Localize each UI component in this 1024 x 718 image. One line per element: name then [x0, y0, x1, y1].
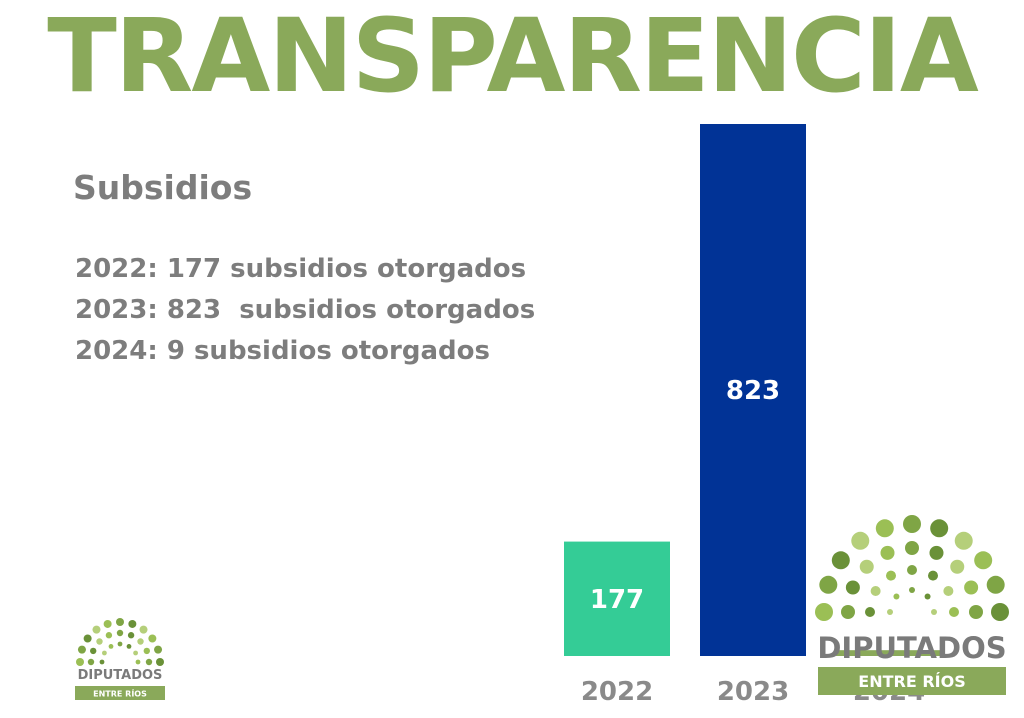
logo-name-small: DIPUTADOS: [78, 668, 163, 683]
logo-dots-icon: [76, 618, 164, 666]
data-label-2023: 823: [726, 376, 780, 406]
diputados-logo-small: DIPUTADOS ENTRE RÍOS: [75, 618, 165, 700]
logo-dots-icon: [815, 515, 1009, 621]
section-title: Subsidios: [73, 168, 253, 207]
data-label-2022: 177: [590, 585, 644, 615]
stat-line-2022: 2022: 177 subsidios otorgados: [75, 254, 527, 284]
x-tick-label-2023: 2023: [717, 677, 789, 707]
diputados-logo-large: DIPUTADOS ENTRE RÍOS: [815, 515, 1009, 695]
logo-name-large: DIPUTADOS: [817, 631, 1006, 665]
stat-line-2023: 2023: 823 subsidios otorgados: [75, 295, 536, 325]
page-title: TRANSPARENCIA: [47, 0, 979, 116]
logo-band-small: [75, 686, 165, 700]
bar-2024: [836, 650, 942, 656]
logo-band-large: [818, 667, 1006, 695]
stat-line-2024: 2024: 9 subsidios otorgados: [75, 336, 490, 366]
logo-subtitle-small: ENTRE RÍOS: [93, 688, 147, 699]
data-label-2024: 9: [880, 619, 898, 649]
x-tick-label-2022: 2022: [581, 677, 653, 707]
bar-2022: [564, 541, 670, 656]
bar-2023: [700, 124, 806, 656]
logo-subtitle-large: ENTRE RÍOS: [858, 672, 965, 691]
